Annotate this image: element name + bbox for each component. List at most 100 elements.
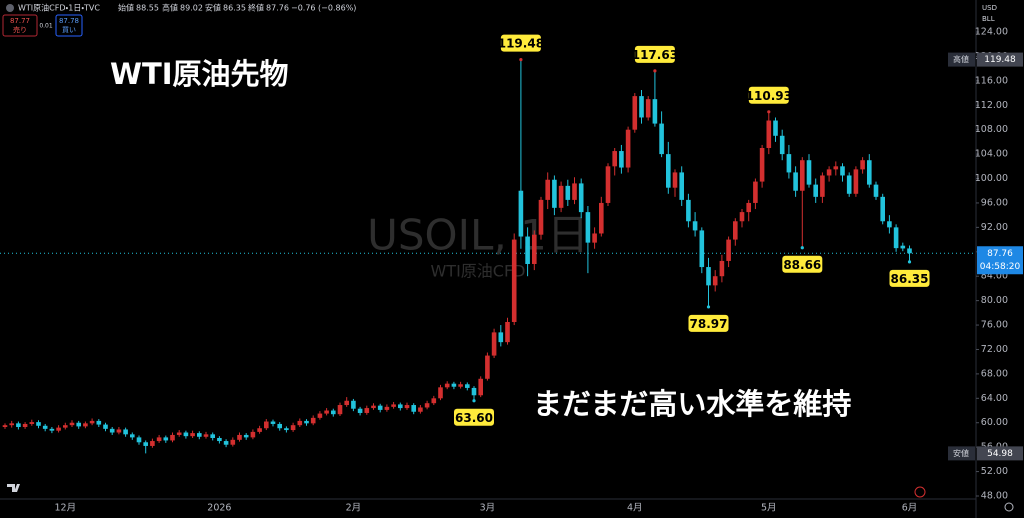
y-tick-label: 96.00 bbox=[981, 197, 1008, 208]
y-tick-label: 68.00 bbox=[981, 368, 1008, 379]
annotation-box bbox=[889, 269, 930, 287]
candle-body bbox=[357, 408, 363, 413]
candle-body bbox=[679, 172, 684, 200]
candle-body bbox=[860, 160, 865, 170]
candle-body bbox=[123, 429, 128, 435]
candle-body bbox=[130, 434, 135, 438]
candle-body bbox=[565, 185, 571, 200]
annotation-label: 78.97 bbox=[690, 317, 728, 331]
candle-body bbox=[136, 437, 142, 443]
candle-body bbox=[16, 423, 21, 428]
y-tick-label: 116.00 bbox=[975, 75, 1008, 86]
candle-body bbox=[331, 410, 336, 415]
chart-title: WTI原油先物 bbox=[110, 57, 289, 91]
last-tag-extra: 04:58:20 bbox=[980, 262, 1021, 272]
candle-body bbox=[431, 398, 437, 404]
change: −0.76 (−0.86%) bbox=[291, 4, 356, 13]
candle-body bbox=[813, 184, 818, 197]
x-tick-label: 6月 bbox=[902, 503, 918, 514]
candle-body bbox=[525, 236, 530, 264]
low-tag-label-box bbox=[948, 446, 975, 461]
candle-body bbox=[2, 425, 8, 428]
candle-body bbox=[887, 221, 892, 228]
y-tick-label: 64.00 bbox=[981, 393, 1008, 404]
candle-body bbox=[793, 172, 798, 191]
annotation-box bbox=[454, 408, 494, 426]
candle-body bbox=[853, 169, 859, 194]
x-tick-label: 4月 bbox=[627, 503, 643, 514]
candle-body bbox=[190, 433, 195, 437]
candle-body bbox=[337, 405, 343, 415]
candle-body bbox=[907, 248, 912, 254]
settings-icon[interactable] bbox=[1004, 502, 1014, 512]
sell-button[interactable] bbox=[2, 14, 38, 37]
candle-body bbox=[377, 405, 383, 410]
high-value: 89.02 bbox=[180, 4, 203, 13]
candle-body bbox=[465, 384, 470, 388]
y-tick-label: 112.00 bbox=[975, 100, 1008, 111]
candle-body bbox=[109, 428, 115, 433]
candle-body bbox=[96, 420, 102, 425]
candle-body bbox=[840, 166, 845, 176]
y-tick-label: 48.00 bbox=[981, 491, 1008, 502]
candle-body bbox=[103, 424, 108, 429]
close-label: 終値 bbox=[248, 3, 264, 13]
watermark: USOIL, 1日 bbox=[367, 211, 589, 260]
candle-body bbox=[773, 120, 778, 136]
candle-body bbox=[652, 99, 658, 124]
candle-body bbox=[900, 245, 906, 249]
candle-body bbox=[779, 135, 785, 155]
watermark-sub: WTI原油CFD bbox=[430, 262, 525, 281]
last-tag-value: 87.76 bbox=[987, 249, 1013, 259]
candle-body bbox=[424, 403, 430, 408]
annotation-box bbox=[634, 45, 675, 63]
candle-body bbox=[826, 169, 832, 176]
candle-body bbox=[203, 434, 209, 437]
annotation-box bbox=[500, 34, 541, 52]
candle-body bbox=[558, 185, 564, 208]
high-tag-value: 119.48 bbox=[984, 55, 1016, 65]
annotation-label: 88.66 bbox=[783, 258, 821, 272]
candle-body bbox=[257, 428, 262, 432]
candle-body bbox=[270, 421, 276, 424]
candle-body bbox=[243, 434, 249, 438]
candle-body bbox=[156, 437, 162, 442]
candle-body bbox=[585, 212, 591, 243]
annotation-dot bbox=[767, 110, 771, 114]
candle-body bbox=[820, 175, 825, 197]
candle-body bbox=[371, 405, 376, 409]
candle-body bbox=[873, 184, 879, 197]
candle-body bbox=[625, 129, 631, 168]
buy-button[interactable] bbox=[55, 14, 83, 37]
candle-body bbox=[498, 332, 504, 343]
candle-body bbox=[49, 428, 55, 431]
candle-body bbox=[846, 175, 852, 194]
candle-body bbox=[364, 408, 370, 413]
candle-body bbox=[230, 439, 236, 445]
candle-body bbox=[284, 428, 289, 431]
candle-body bbox=[458, 384, 463, 387]
candle-body bbox=[605, 166, 611, 203]
y-tick-label: 52.00 bbox=[981, 466, 1008, 477]
sell-text: 売り bbox=[13, 25, 27, 34]
candle-body bbox=[592, 233, 597, 243]
annotation-dot bbox=[519, 57, 523, 62]
annotation-dot bbox=[653, 69, 657, 73]
candle-body bbox=[197, 433, 202, 437]
candle-body bbox=[324, 410, 329, 414]
candle-body bbox=[833, 166, 839, 170]
candle-body bbox=[726, 239, 731, 261]
candle-body bbox=[22, 423, 28, 428]
candle-body bbox=[217, 438, 222, 442]
candle-body bbox=[766, 120, 772, 148]
annotation-dot bbox=[472, 399, 476, 403]
candle-body bbox=[391, 404, 396, 407]
high-tag-label: 高値 bbox=[953, 54, 969, 64]
candle-body bbox=[63, 425, 68, 428]
event-icon bbox=[914, 486, 926, 498]
candle-body bbox=[444, 383, 450, 388]
candle-body bbox=[511, 239, 517, 322]
x-tick-label: 3月 bbox=[480, 503, 496, 514]
candle-body bbox=[163, 437, 169, 441]
